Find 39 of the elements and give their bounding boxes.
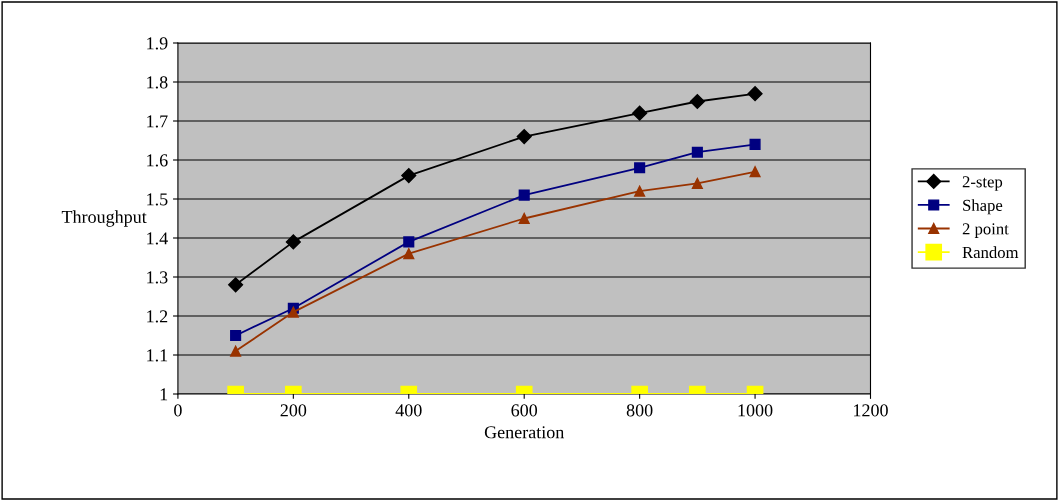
legend-label: Random <box>962 246 1019 259</box>
y-tick-label: 1.1 <box>147 349 168 362</box>
point <box>401 168 417 184</box>
point <box>749 166 761 178</box>
point <box>691 177 703 189</box>
point <box>518 189 530 201</box>
x-tick-label: 200 <box>280 404 307 417</box>
y-axis-title: Throughput <box>61 210 147 227</box>
x-tick-label: 400 <box>395 404 422 417</box>
point <box>516 129 532 145</box>
y-tick-label: 1.3 <box>147 271 168 284</box>
legend-label: 2 point <box>962 223 1009 238</box>
y-tick-label: 1 <box>160 388 168 401</box>
legend-label: Shape <box>963 199 1003 215</box>
y-tick-label: 1.4 <box>147 232 168 245</box>
point <box>747 86 763 102</box>
x-axis-title: Generation <box>484 426 565 439</box>
x-tick-label: 0 <box>174 404 182 417</box>
y-tick-label: 1.2 <box>147 310 168 323</box>
point <box>749 138 761 150</box>
x-tick-label: 800 <box>626 404 653 417</box>
point <box>518 212 530 225</box>
point <box>689 93 705 110</box>
point <box>403 236 415 248</box>
x-tick-label: 1200 <box>854 404 888 417</box>
point <box>691 146 703 158</box>
point <box>285 234 301 250</box>
point <box>403 248 415 260</box>
point <box>634 162 646 174</box>
point <box>634 185 646 197</box>
y-tick-label: 1.6 <box>147 154 168 167</box>
y-tick-label: 1.9 <box>147 37 168 50</box>
x-tick-label: 600 <box>511 404 538 417</box>
x-tick-label: 1000 <box>738 404 773 417</box>
y-tick-label: 1.7 <box>147 115 168 128</box>
y-tick-label: 1.8 <box>147 76 168 89</box>
y-tick-label: 1.5 <box>147 193 168 206</box>
point <box>632 105 648 121</box>
legend-label: 2-step <box>962 176 1003 191</box>
